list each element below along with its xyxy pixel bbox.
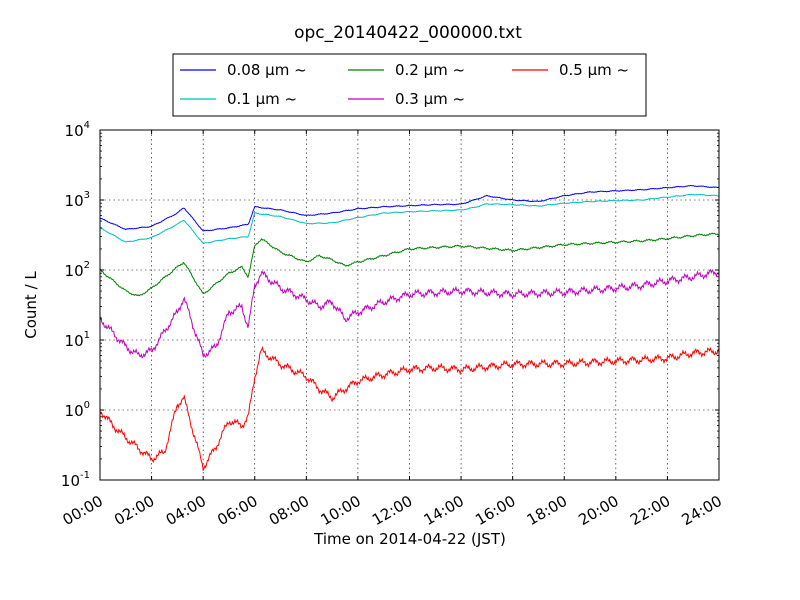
legend-label: 0.08 μm ~ bbox=[227, 61, 307, 79]
series-line bbox=[99, 193, 720, 244]
legend: 0.08 μm ~ 0.1 μm ~ 0.2 μm ~ 0.3 μm ~ 0.5 μm … bbox=[172, 53, 647, 117]
series-layer bbox=[99, 184, 720, 471]
chart-title: opc_20140422_000000.txt bbox=[294, 23, 522, 43]
legend-label: 0.1 μm ~ bbox=[227, 90, 297, 108]
legend-label: 0.2 μm ~ bbox=[395, 61, 465, 79]
x-axis-label: Time on 2014-04-22 (JST) bbox=[313, 530, 506, 548]
series-line bbox=[99, 268, 720, 359]
ticks bbox=[99, 129, 720, 481]
legend-label: 0.5 μm ~ bbox=[559, 61, 629, 79]
y-axis-label: Count / L bbox=[22, 271, 40, 339]
series-line bbox=[99, 232, 720, 297]
legend-box bbox=[172, 53, 647, 117]
series-line bbox=[99, 345, 720, 471]
series-line bbox=[99, 184, 720, 232]
legend-label: 0.3 μm ~ bbox=[395, 90, 465, 108]
